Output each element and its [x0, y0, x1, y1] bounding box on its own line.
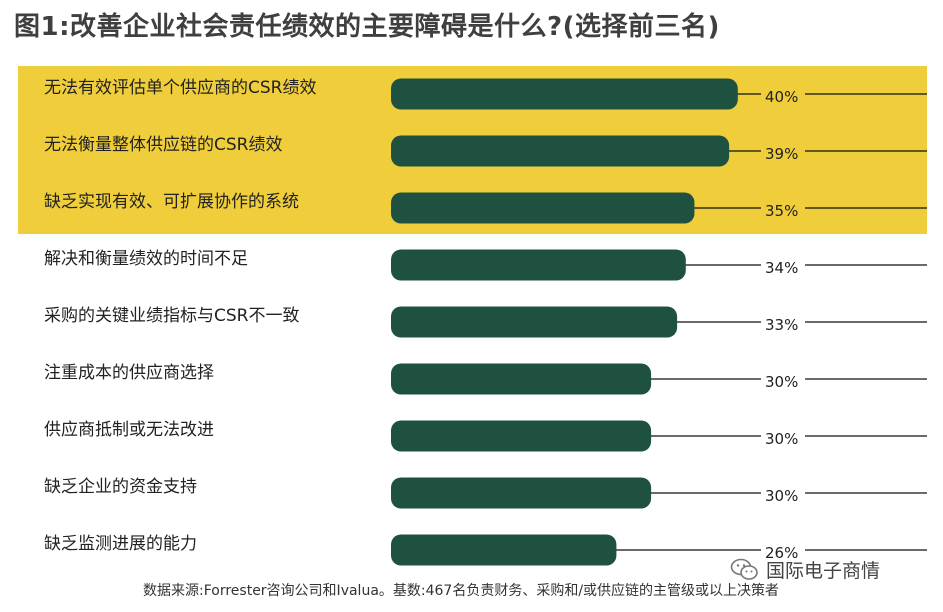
category-label: 无法有效评估单个供应商的CSR绩效: [44, 78, 316, 98]
value-label: 30%: [765, 373, 798, 391]
category-label: 采购的关键业绩指标与CSR不一致: [44, 306, 299, 326]
value-label-bg: [761, 202, 805, 219]
value-label: 30%: [765, 430, 798, 448]
bar: [391, 306, 678, 338]
value-label: 26%: [765, 544, 798, 562]
category-label: 解决和衡量绩效的时间不足: [44, 249, 248, 269]
wechat-icon: [730, 558, 758, 580]
value-label-bg: [761, 430, 805, 447]
category-label: 缺乏实现有效、可扩展协作的系统: [44, 192, 299, 212]
bar: [391, 534, 617, 566]
watermark-text: 国际电子商情: [766, 560, 881, 582]
bar: [391, 420, 652, 452]
value-label: 40%: [765, 88, 798, 106]
value-label-bg: [761, 259, 805, 276]
bar: [391, 192, 695, 224]
value-label-bg: [761, 316, 805, 333]
value-label: 30%: [765, 487, 798, 505]
value-label-bg: [761, 145, 805, 162]
category-label: 注重成本的供应商选择: [44, 363, 214, 383]
category-label: 无法衡量整体供应链的CSR绩效: [44, 135, 282, 155]
value-label: 39%: [765, 145, 798, 163]
value-label-bg: [761, 487, 805, 504]
value-label-bg: [761, 88, 805, 105]
value-label: 34%: [765, 259, 798, 277]
bar: [391, 135, 730, 167]
category-label: 缺乏监测进展的能力: [44, 534, 197, 554]
value-label-bg: [761, 544, 805, 561]
value-label: 35%: [765, 202, 798, 220]
chart-title: 图1:改善企业社会责任绩效的主要障碍是什么?(选择前三名): [14, 12, 720, 42]
value-label: 33%: [765, 316, 798, 334]
bar: [391, 78, 738, 110]
bar: [391, 363, 652, 395]
source-footnote: 数据来源:Forrester咨询公司和Ivalua。基数:467名负责财务、采购…: [143, 583, 780, 599]
category-label: 供应商抵制或无法改进: [44, 420, 214, 440]
bar: [391, 477, 652, 509]
category-label: 缺乏企业的资金支持: [44, 477, 197, 497]
value-label-bg: [761, 373, 805, 390]
watermark: 国际电子商情: [730, 556, 880, 583]
bar: [391, 249, 686, 281]
